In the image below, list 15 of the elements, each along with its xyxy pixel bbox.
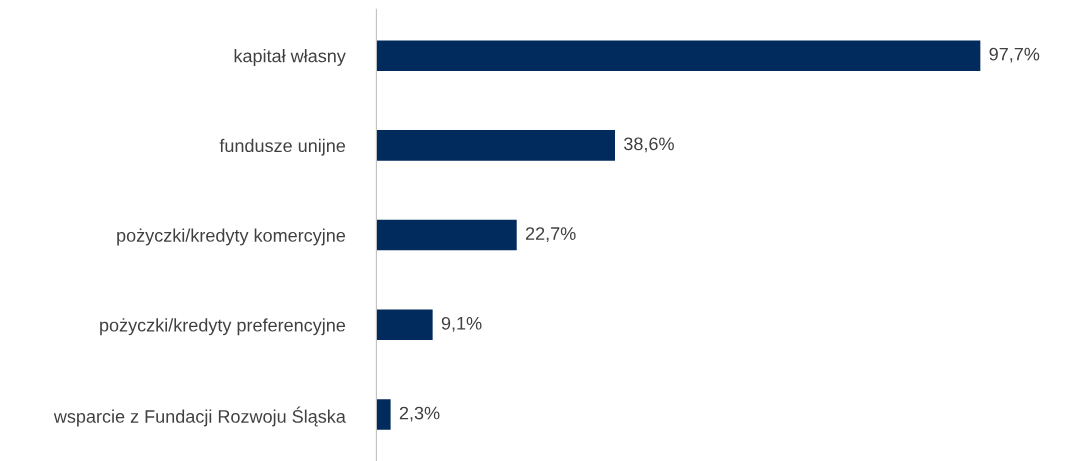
data-label: 2,3% — [399, 406, 440, 422]
bar — [376, 399, 391, 430]
data-label: 9,1% — [441, 316, 482, 332]
data-label: 38,6% — [624, 137, 674, 153]
data-label: 22,7% — [525, 227, 576, 243]
y-tick-label: kapitał własny — [234, 49, 346, 66]
y-tick-label: pożyczki/kredyty preferencyjne — [100, 318, 346, 336]
y-tick-label: fundusze unijne — [219, 138, 346, 156]
y-tick-label: pożyczki/kredyty komercyjne — [117, 228, 346, 246]
bar — [376, 40, 981, 71]
bar — [376, 219, 517, 251]
data-label: 97,7% — [989, 47, 1040, 63]
bar — [376, 309, 433, 341]
y-tick-label: wsparcie z Fundacji Rozwoju Śląska — [53, 406, 346, 427]
bar — [376, 130, 616, 161]
